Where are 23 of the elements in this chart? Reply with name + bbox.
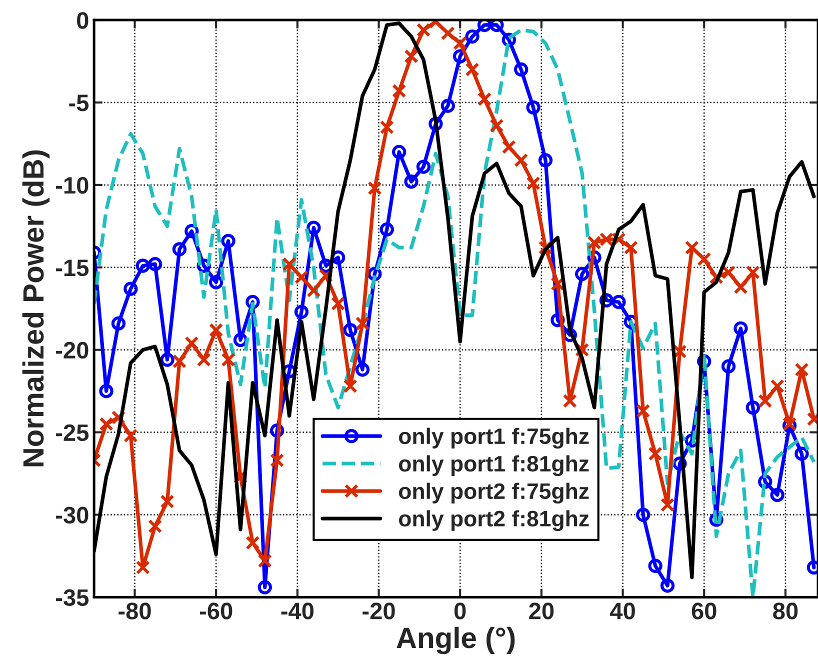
x-tick-label: 0 <box>454 602 466 620</box>
x-tick-label: 20 <box>529 602 554 620</box>
y-tick-label: -15 <box>56 260 89 276</box>
x-tick-label: -80 <box>118 602 151 620</box>
y-tick-label: -30 <box>56 506 88 524</box>
y-tick-label: -25 <box>56 424 89 442</box>
x-tick-label: -40 <box>281 602 314 620</box>
x-tick-label: 40 <box>610 602 635 620</box>
legend-label: only port2 f:75ghz <box>399 482 589 504</box>
legend-label: only port1 f:81ghz <box>399 455 589 476</box>
x-tick-label: -60 <box>200 602 232 620</box>
legend-label: only port2 f:81ghz <box>399 510 589 532</box>
x-tick-label: 80 <box>773 602 798 620</box>
x-tick-label: -20 <box>362 602 395 620</box>
y-tick-label: -35 <box>56 589 89 606</box>
legend-label: only port1 f:75ghz <box>399 428 589 449</box>
x-tick-label: 60 <box>692 602 716 620</box>
y-tick-label: -20 <box>56 342 88 359</box>
y-tick-label: -10 <box>56 177 88 194</box>
y-tick-label: 0 <box>77 12 88 29</box>
x-axis-title: Angle (°) <box>396 626 515 654</box>
y-tick-label: -5 <box>69 94 89 112</box>
y-axis-title: Normalized Power (dB) <box>22 150 50 466</box>
